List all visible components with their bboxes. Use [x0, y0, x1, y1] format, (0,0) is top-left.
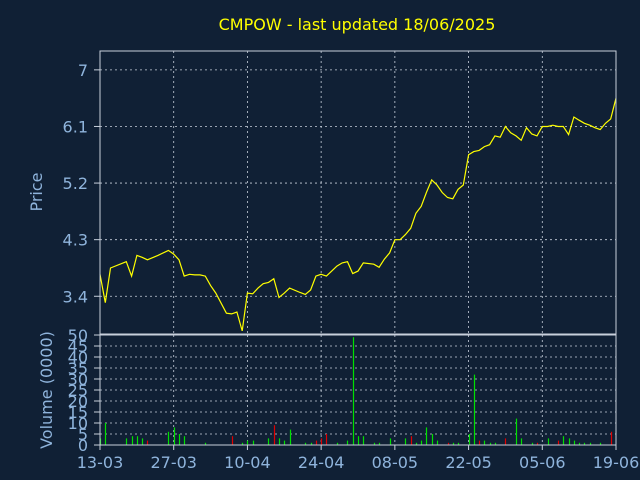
price-frame	[99, 50, 617, 335]
x-tick-label: 24-04	[298, 453, 345, 472]
price-grid	[100, 51, 616, 334]
volume-tick-label: 20	[68, 392, 88, 411]
price-tick-label: 6.1	[63, 117, 88, 136]
price-y-ticks: 3.4 4.3 5.2 6.1 7	[63, 61, 100, 306]
price-tick-label: 4.3	[63, 231, 88, 250]
volume-tick-label: 50	[68, 326, 88, 345]
price-tick-label: 5.2	[63, 174, 88, 193]
volume-tick-label: 5	[78, 425, 88, 444]
volume-tick-label: 0	[78, 436, 88, 455]
x-tick-label: 27-03	[150, 453, 197, 472]
volume-tick-label: 25	[68, 381, 88, 400]
volume-tick-label: 10	[68, 414, 88, 433]
volume-tick-label: 30	[68, 370, 88, 389]
price-tick-label: 7	[78, 61, 88, 80]
volume-frame	[99, 334, 617, 446]
volume-tick-label: 15	[68, 403, 88, 422]
x-axis-ticks: 13-03 27-03 10-04 24-04 08-05 22-05 05-06 19-06	[77, 445, 640, 472]
volume-grid	[100, 335, 616, 445]
volume-axis-label: Volume (0000)	[37, 331, 56, 449]
x-tick-label: 13-03	[77, 453, 124, 472]
x-tick-label: 22-05	[445, 453, 492, 472]
volume-bars	[99, 337, 613, 445]
x-tick-label: 08-05	[372, 453, 419, 472]
price-axis-label: Price	[27, 172, 46, 211]
price-line	[99, 98, 617, 332]
volume-tick-label: 35	[68, 359, 88, 378]
volume-tick-label: 40	[68, 348, 88, 367]
price-tick-label: 3.4	[63, 287, 88, 306]
x-tick-label: 05-06	[519, 453, 566, 472]
chart-title: CMPOW - last updated 18/06/2025	[219, 15, 496, 34]
x-tick-label: 10-04	[224, 453, 271, 472]
volume-tick-label: 45	[68, 337, 88, 356]
x-tick-label: 19-06	[593, 453, 640, 472]
